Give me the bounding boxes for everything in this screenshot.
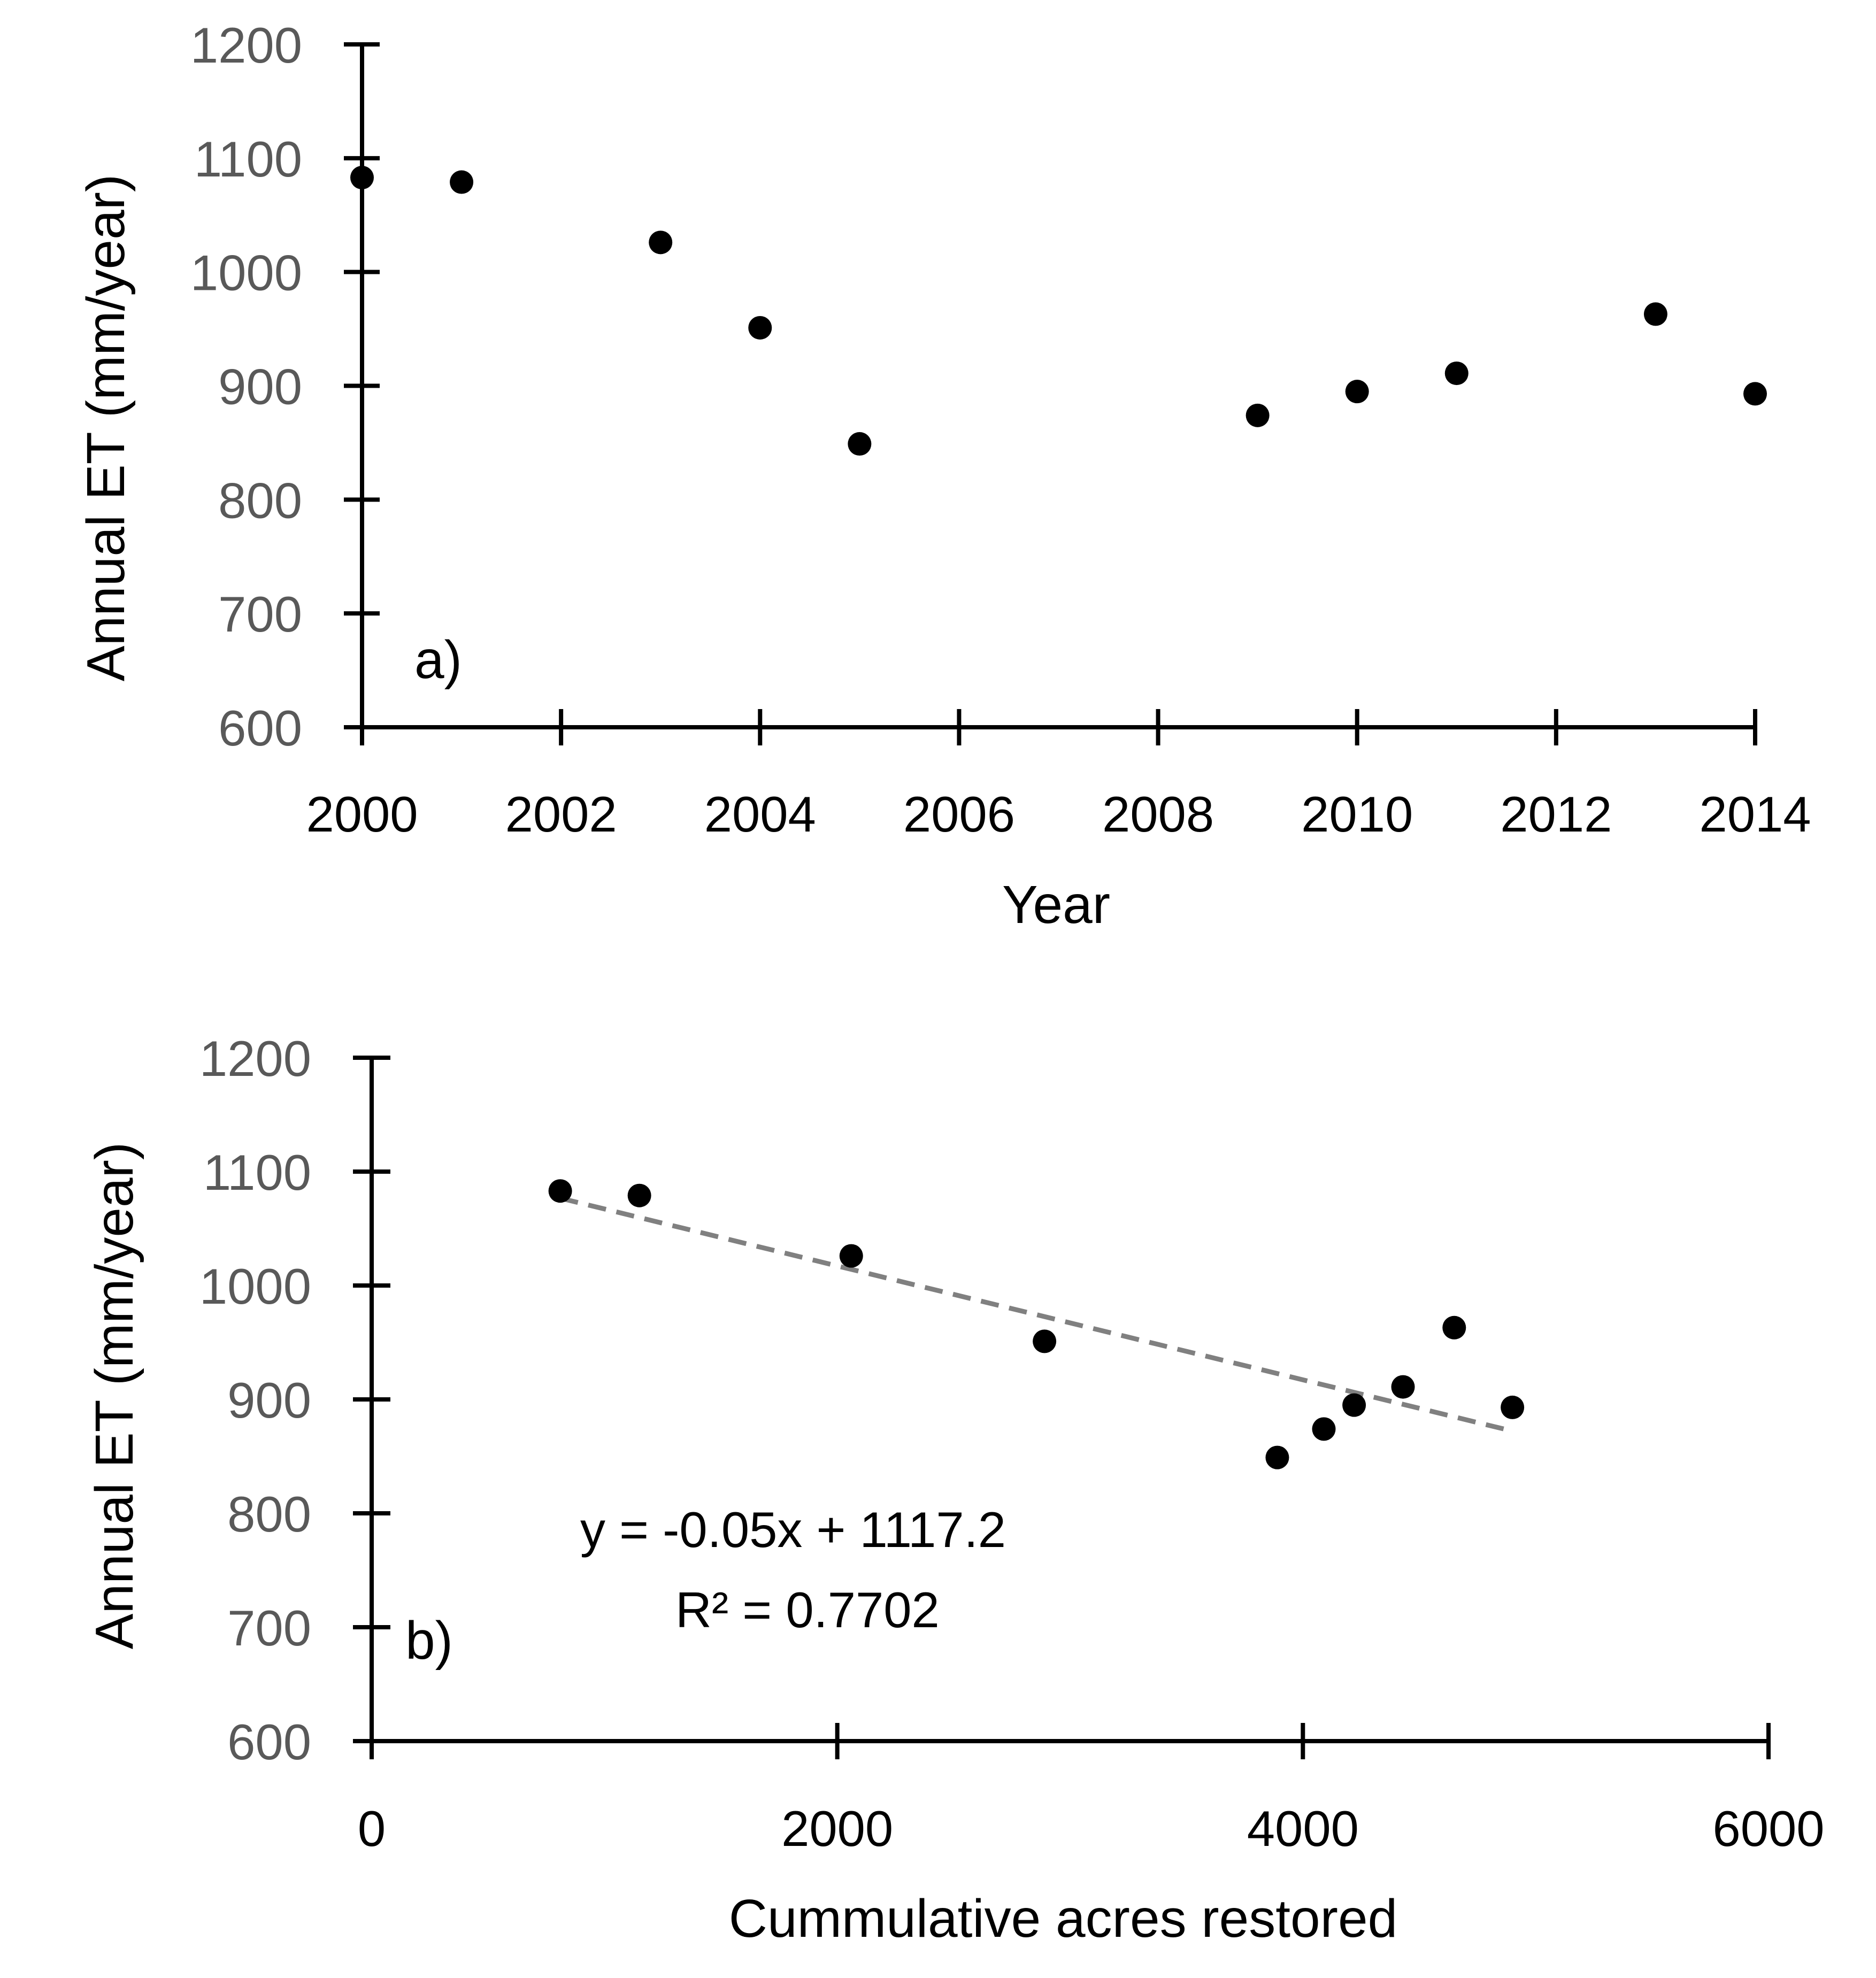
panel-a-y-ticks: 600 700 800 900 1000 1100 1200 bbox=[190, 17, 380, 756]
a-data-point bbox=[1743, 382, 1767, 406]
b-x-tick-label: 2000 bbox=[781, 1800, 893, 1857]
a-x-tick-label: 2008 bbox=[1102, 786, 1214, 842]
a-y-tick-label: 1100 bbox=[194, 131, 302, 187]
b-y-tick-label: 800 bbox=[227, 1486, 311, 1542]
panel-a-x-axis-title: Year bbox=[1002, 875, 1110, 935]
a-y-tick-label: 600 bbox=[218, 700, 302, 756]
a-x-tick-label: 2010 bbox=[1301, 786, 1413, 842]
a-x-tick-label: 2000 bbox=[306, 786, 418, 842]
panel-a-label: a) bbox=[414, 630, 462, 690]
b-data-point bbox=[1501, 1395, 1525, 1419]
a-data-point bbox=[748, 315, 772, 340]
b-x-tick-label: 0 bbox=[358, 1800, 386, 1857]
b-x-tick-label: 6000 bbox=[1712, 1800, 1824, 1857]
b-data-point bbox=[839, 1244, 863, 1268]
a-data-point bbox=[1643, 302, 1667, 326]
a-y-tick-label: 700 bbox=[218, 586, 302, 642]
panel-b-y-ticks: 600 700 800 900 1000 1100 1200 bbox=[199, 1030, 390, 1770]
panel-a-points bbox=[350, 166, 1767, 456]
panel-b-r-squared: R² = 0.7702 bbox=[675, 1582, 940, 1638]
b-data-point bbox=[548, 1179, 572, 1203]
a-y-tick-label: 800 bbox=[218, 472, 302, 528]
panel-b-x-ticks: 0 2000 4000 6000 bbox=[358, 1723, 1825, 1857]
panel-b-trendline-equation: y = -0.05x + 1117.2 bbox=[580, 1502, 1006, 1558]
a-data-point bbox=[1245, 403, 1270, 427]
panel-b-scatter-chart: 600 700 800 900 1000 1100 1200 0 2000 4000 6000 y… bbox=[84, 1030, 1825, 1949]
b-y-tick-label: 1000 bbox=[199, 1258, 311, 1314]
panel-b-x-axis-title: Cummulative acres restored bbox=[729, 1889, 1397, 1949]
panel-a-x-ticks: 2000 2002 2004 2006 2008 2010 2012 2014 bbox=[306, 709, 1811, 842]
b-data-point bbox=[1312, 1417, 1336, 1441]
b-y-tick-label: 900 bbox=[227, 1372, 311, 1428]
a-y-tick-label: 900 bbox=[218, 359, 302, 415]
b-data-point bbox=[1342, 1393, 1366, 1417]
a-data-point bbox=[649, 230, 673, 255]
a-x-tick-label: 2002 bbox=[505, 786, 617, 842]
b-data-point bbox=[1391, 1375, 1415, 1399]
b-data-point bbox=[627, 1183, 651, 1207]
b-y-tick-label: 700 bbox=[227, 1600, 311, 1656]
panel-b-y-axis-title: Annual ET (mm/year) bbox=[84, 1142, 144, 1649]
a-x-tick-label: 2014 bbox=[1699, 786, 1811, 842]
a-x-tick-label: 2004 bbox=[704, 786, 816, 842]
a-data-point bbox=[1444, 361, 1468, 386]
b-y-tick-label: 1200 bbox=[199, 1030, 311, 1087]
b-data-point bbox=[1265, 1445, 1289, 1469]
a-data-point bbox=[350, 166, 374, 190]
b-data-point bbox=[1033, 1329, 1057, 1353]
panel-a-y-axis-title: Annual ET (mm/year) bbox=[76, 174, 136, 681]
panel-b-points bbox=[548, 1179, 1525, 1469]
a-x-tick-label: 2012 bbox=[1500, 786, 1612, 842]
panel-b-label: b) bbox=[405, 1611, 453, 1671]
a-data-point bbox=[848, 432, 872, 456]
a-y-tick-label: 1200 bbox=[190, 17, 302, 73]
b-data-point bbox=[1442, 1315, 1466, 1340]
a-x-tick-label: 2006 bbox=[903, 786, 1015, 842]
a-data-point bbox=[450, 170, 474, 194]
a-y-tick-label: 1000 bbox=[190, 245, 302, 301]
b-y-tick-label: 1100 bbox=[203, 1144, 311, 1200]
b-y-tick-label: 600 bbox=[227, 1714, 311, 1770]
b-x-tick-label: 4000 bbox=[1247, 1800, 1359, 1857]
panel-b-trendline bbox=[559, 1196, 1513, 1434]
a-data-point bbox=[1345, 380, 1369, 404]
